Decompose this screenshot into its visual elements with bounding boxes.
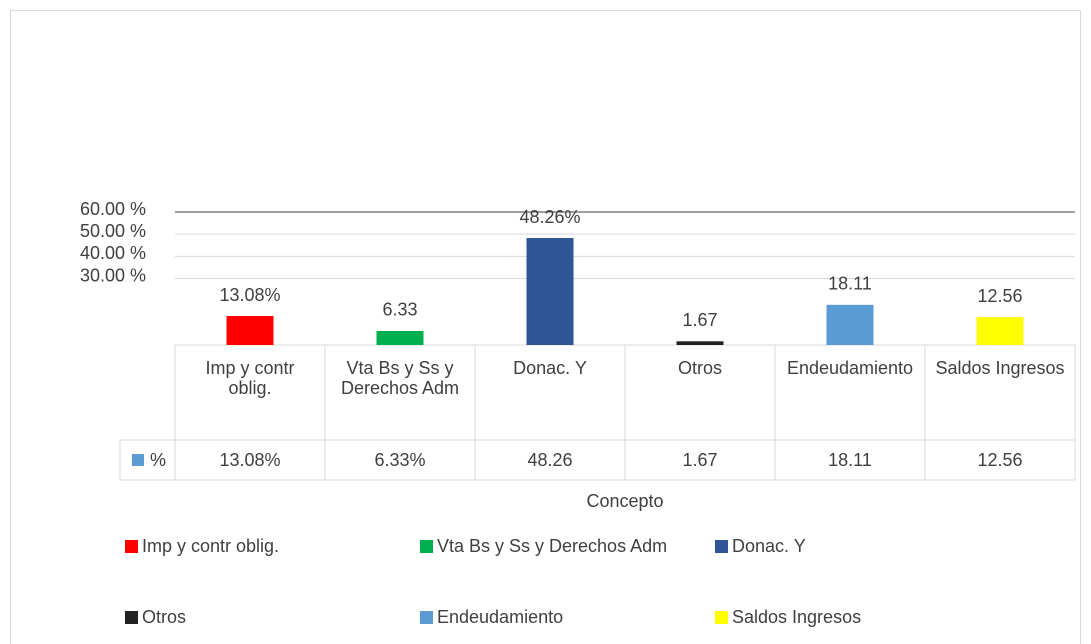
y-tick-label: 30.00 % <box>80 265 146 285</box>
table-value: 13.08% <box>219 450 280 470</box>
y-tick-label: 50.00 % <box>80 221 146 241</box>
bar <box>826 304 874 345</box>
table-value: 18.11 <box>828 450 872 470</box>
data-label: 12.56 <box>977 286 1022 306</box>
data-label: 18.11 <box>828 274 872 294</box>
legend-label: Imp y contr oblig. <box>142 536 279 556</box>
table-value: 6.33% <box>374 450 425 470</box>
legend-label: Endeudamiento <box>437 607 563 627</box>
y-tick-label: 40.00 % <box>80 243 146 263</box>
legend-key <box>715 540 728 553</box>
table-series-name: % <box>150 450 166 470</box>
data-label: 48.26% <box>519 207 580 227</box>
x-tick-label: Saldos Ingresos <box>935 358 1065 378</box>
legend-key <box>420 611 433 624</box>
bar <box>376 330 424 345</box>
table-value: 48.26 <box>527 450 572 470</box>
legend-label: Donac. Y <box>732 536 806 556</box>
bar <box>526 238 574 345</box>
x-tick-label: Endeudamiento <box>786 358 914 378</box>
frame <box>10 10 1081 644</box>
bar <box>676 341 724 345</box>
data-label: 13.08% <box>219 285 280 305</box>
legend-key <box>125 540 138 553</box>
legend-key <box>715 611 728 624</box>
legend-key <box>420 540 433 553</box>
x-axis-label: Concepto <box>586 491 663 511</box>
x-tick-label: Donac. Y <box>513 358 587 378</box>
legend-label: Otros <box>142 607 186 627</box>
table-legend-key <box>132 454 144 466</box>
table-value: 12.56 <box>977 450 1022 470</box>
x-tick-label: Vta Bs y Ss y Derechos Adm <box>340 358 460 398</box>
legend-key <box>125 611 138 624</box>
legend-label: Vta Bs y Ss y Derechos Adm <box>437 536 667 556</box>
x-tick-label: Imp y contr oblig. <box>205 358 295 398</box>
bar <box>976 317 1024 345</box>
legend-label: Saldos Ingresos <box>732 607 861 627</box>
data-label: 1.67 <box>682 310 717 330</box>
y-tick-label: 60.00 % <box>80 199 146 219</box>
bar <box>226 316 274 345</box>
x-tick-label: Otros <box>677 358 722 378</box>
data-label: 6.33 <box>382 300 417 320</box>
table-value: 1.67 <box>682 450 717 470</box>
